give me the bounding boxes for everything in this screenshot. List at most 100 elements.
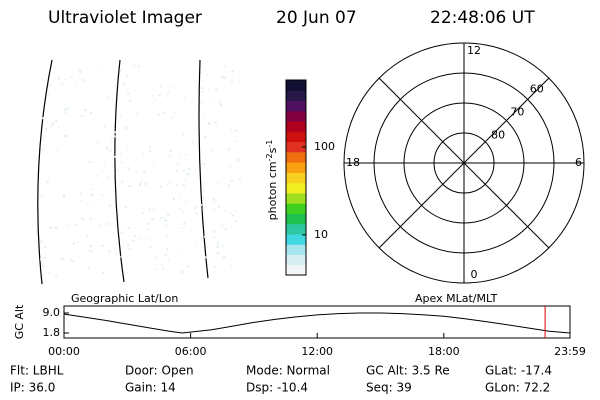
image-pixel	[47, 271, 50, 274]
image-pixel	[120, 255, 123, 258]
image-pixel	[81, 115, 84, 118]
image-pixel	[214, 121, 217, 124]
image-pixel	[137, 65, 140, 68]
image-pixel	[127, 92, 130, 95]
image-pixel	[212, 198, 215, 201]
image-pixel	[57, 77, 60, 80]
image-pixel	[66, 107, 69, 110]
image-pixel	[62, 194, 65, 197]
image-pixel	[44, 246, 47, 249]
image-pixel	[200, 237, 203, 240]
image-pixel	[114, 135, 117, 138]
lon-line	[198, 59, 209, 279]
image-pixel	[148, 208, 151, 211]
footer-field: Gain: 14	[125, 381, 176, 395]
image-pixel	[166, 248, 169, 251]
image-pixel	[178, 193, 181, 196]
image-pixel	[126, 147, 129, 150]
image-pixel	[79, 69, 82, 72]
image-pixel	[200, 100, 203, 103]
image-pixel	[227, 184, 230, 187]
image-pixel	[154, 98, 157, 101]
image-pixel	[223, 256, 226, 259]
image-pixel	[86, 234, 89, 237]
image-pixel	[90, 111, 93, 114]
image-pixel	[177, 252, 180, 255]
image-pixel	[50, 125, 53, 128]
image-pixel	[213, 231, 216, 234]
image-pixel	[164, 223, 167, 226]
image-pixel	[214, 200, 217, 203]
image-pixel	[48, 84, 51, 87]
image-pixel	[175, 169, 178, 172]
image-pixel	[217, 98, 220, 101]
x-tick-label: 00:00	[48, 345, 80, 358]
image-pixel	[103, 161, 106, 164]
image-pixel	[203, 115, 206, 118]
apex-label: Apex MLat/MLT	[415, 292, 498, 305]
image-pixel	[121, 180, 124, 183]
colorbar-cell	[286, 80, 306, 91]
image-pixel	[142, 212, 145, 215]
image-pixel	[62, 257, 65, 260]
lat-label: 60	[530, 82, 544, 95]
image-pixel	[158, 93, 161, 96]
image-pixel	[208, 122, 211, 125]
lat-ring	[373, 72, 555, 254]
altitude-line	[63, 312, 571, 334]
image-pixel	[65, 134, 68, 137]
image-pixel	[162, 112, 165, 115]
image-pixel	[204, 135, 207, 138]
image-pixel	[48, 226, 51, 229]
image-pixel	[129, 99, 132, 102]
image-pixel	[186, 173, 189, 176]
image-pixel	[164, 219, 167, 222]
image-pixel	[216, 245, 219, 248]
image-pixel	[149, 245, 152, 248]
image-pixel	[231, 70, 234, 73]
image-pixel	[213, 235, 216, 238]
image-pixel	[68, 224, 71, 227]
image-pixel	[79, 115, 82, 118]
image-pixel	[127, 244, 130, 247]
image-pixel	[148, 236, 151, 239]
label-part: s	[266, 147, 279, 153]
image-pixel	[230, 80, 233, 83]
image-pixel	[178, 208, 181, 211]
image-pixel	[74, 223, 77, 226]
image-pixel	[183, 97, 186, 100]
label-sup: -1	[265, 140, 274, 148]
image-pixel	[200, 203, 203, 206]
image-pixel	[173, 197, 176, 200]
y-tick-label: 1.8	[43, 326, 61, 339]
image-pixel	[190, 229, 193, 232]
image-pixel	[132, 239, 135, 242]
image-pixel	[120, 161, 123, 164]
image-pixel	[221, 76, 224, 79]
image-pixel	[102, 65, 105, 68]
image-pixel	[152, 161, 155, 164]
image-pixel	[89, 217, 92, 220]
image-pixel	[42, 265, 45, 268]
image-pixel	[80, 216, 83, 219]
image-pixel	[195, 212, 198, 215]
footer-field: GLat: -17.4	[485, 364, 552, 378]
image-pixel	[122, 84, 125, 87]
image-pixel	[110, 137, 113, 140]
image-pixel	[182, 169, 185, 172]
image-pixel	[136, 112, 139, 115]
label-part: photon cm	[266, 161, 279, 220]
image-pixel	[234, 210, 237, 213]
image-pixel	[175, 184, 178, 187]
hour-label: 18	[346, 156, 360, 169]
lat-label: 80	[491, 128, 505, 141]
colorbar-cell	[286, 121, 306, 132]
image-pixel	[89, 245, 92, 248]
image-pixel	[133, 65, 136, 68]
image-pixel	[146, 228, 149, 231]
image-pixel	[47, 93, 50, 96]
image-pixel	[168, 154, 171, 157]
image-pixel	[208, 88, 211, 91]
image-pixel	[101, 244, 104, 247]
